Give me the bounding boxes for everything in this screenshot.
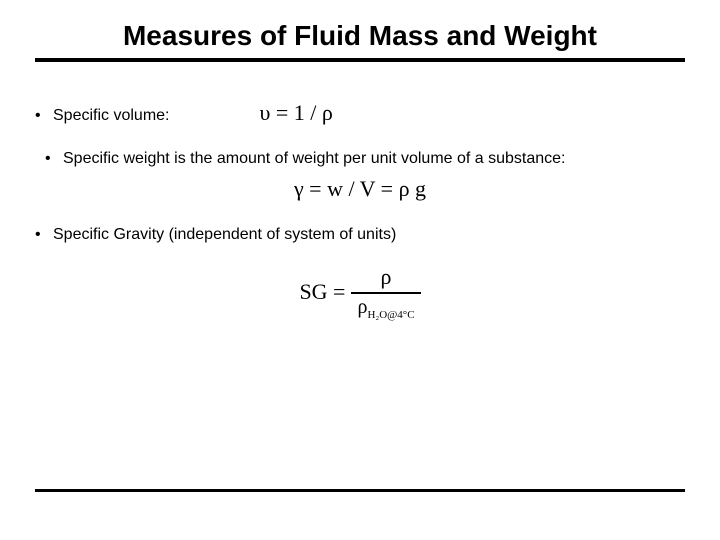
formula-specific-gravity: SG = ρ ρH₂O@4°C bbox=[35, 264, 685, 321]
sg-den-subscript: H₂O@4°C bbox=[367, 309, 414, 321]
bullet-dot-icon: • bbox=[35, 226, 53, 244]
bullet-specific-weight: • Specific weight is the amount of weigh… bbox=[45, 150, 685, 168]
bullet-dot-icon: • bbox=[45, 150, 63, 168]
bottom-divider bbox=[35, 489, 685, 492]
formula-specific-volume: υ = 1 / ρ bbox=[260, 100, 333, 126]
bullet-label: Specific Gravity (independent of system … bbox=[53, 226, 396, 244]
title-underline bbox=[35, 58, 685, 62]
bullet-label: Specific volume: bbox=[53, 107, 170, 125]
bullet-dot-icon: • bbox=[35, 107, 53, 125]
sg-den-symbol: ρ bbox=[357, 296, 367, 318]
sg-fraction: ρ ρH₂O@4°C bbox=[351, 264, 420, 321]
sg-lhs: SG = bbox=[299, 279, 345, 305]
slide-title: Measures of Fluid Mass and Weight bbox=[35, 20, 685, 52]
formula-specific-weight: γ = w / V = ρ g bbox=[35, 176, 685, 202]
bullet-label: Specific weight is the amount of weight … bbox=[63, 150, 566, 168]
sg-numerator: ρ bbox=[375, 264, 398, 292]
bullet-specific-volume: • Specific volume: υ = 1 / ρ bbox=[35, 100, 685, 126]
bullet-specific-gravity: • Specific Gravity (independent of syste… bbox=[35, 226, 685, 244]
sg-denominator: ρH₂O@4°C bbox=[351, 294, 420, 321]
